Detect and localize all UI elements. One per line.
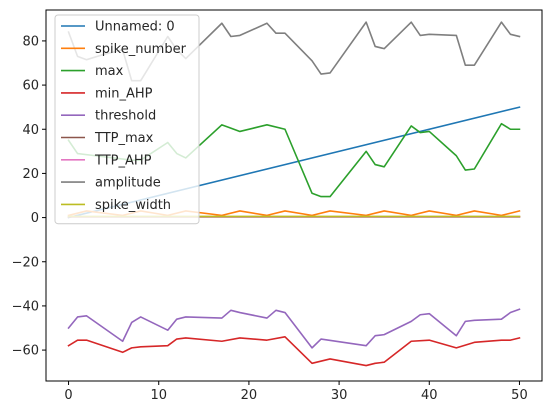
legend-label: threshold — [95, 109, 156, 124]
y-tick-label: −60 — [12, 344, 39, 359]
legend-label: spike_width — [95, 198, 171, 213]
x-tick-label: 40 — [421, 388, 438, 403]
y-tick-label: 80 — [22, 34, 39, 49]
y-tick-label: 60 — [22, 79, 39, 94]
series-line-threshold — [67, 308, 521, 349]
y-tick-label: −40 — [12, 299, 39, 314]
y-axis: −60 −40 −20 0 20 40 60 80 — [12, 34, 46, 359]
y-tick-label: −20 — [12, 255, 39, 270]
legend-label: max — [95, 64, 124, 79]
series-line-min-ahp — [67, 336, 521, 367]
x-tick-label: 50 — [511, 388, 528, 403]
legend-box — [54, 14, 200, 225]
legend-label: spike_number — [95, 42, 187, 57]
y-tick-label: 0 — [31, 211, 39, 226]
x-axis: 0 10 20 30 40 50 — [64, 381, 528, 403]
legend-label: Unnamed: 0 — [95, 20, 175, 35]
x-tick-label: 0 — [64, 388, 72, 403]
axes-frame — [45, 9, 543, 382]
y-tick-label: 20 — [22, 167, 39, 182]
legend-label: TTP_AHP — [94, 153, 152, 168]
x-tick-label: 30 — [331, 388, 348, 403]
x-tick-label: 20 — [241, 388, 258, 403]
y-tick-label: 40 — [22, 123, 39, 138]
legend-label: TTP_max — [94, 131, 154, 146]
x-tick-label: 10 — [150, 388, 167, 403]
legend-label: min_AHP — [95, 86, 153, 101]
legend-label: amplitude — [95, 176, 161, 191]
